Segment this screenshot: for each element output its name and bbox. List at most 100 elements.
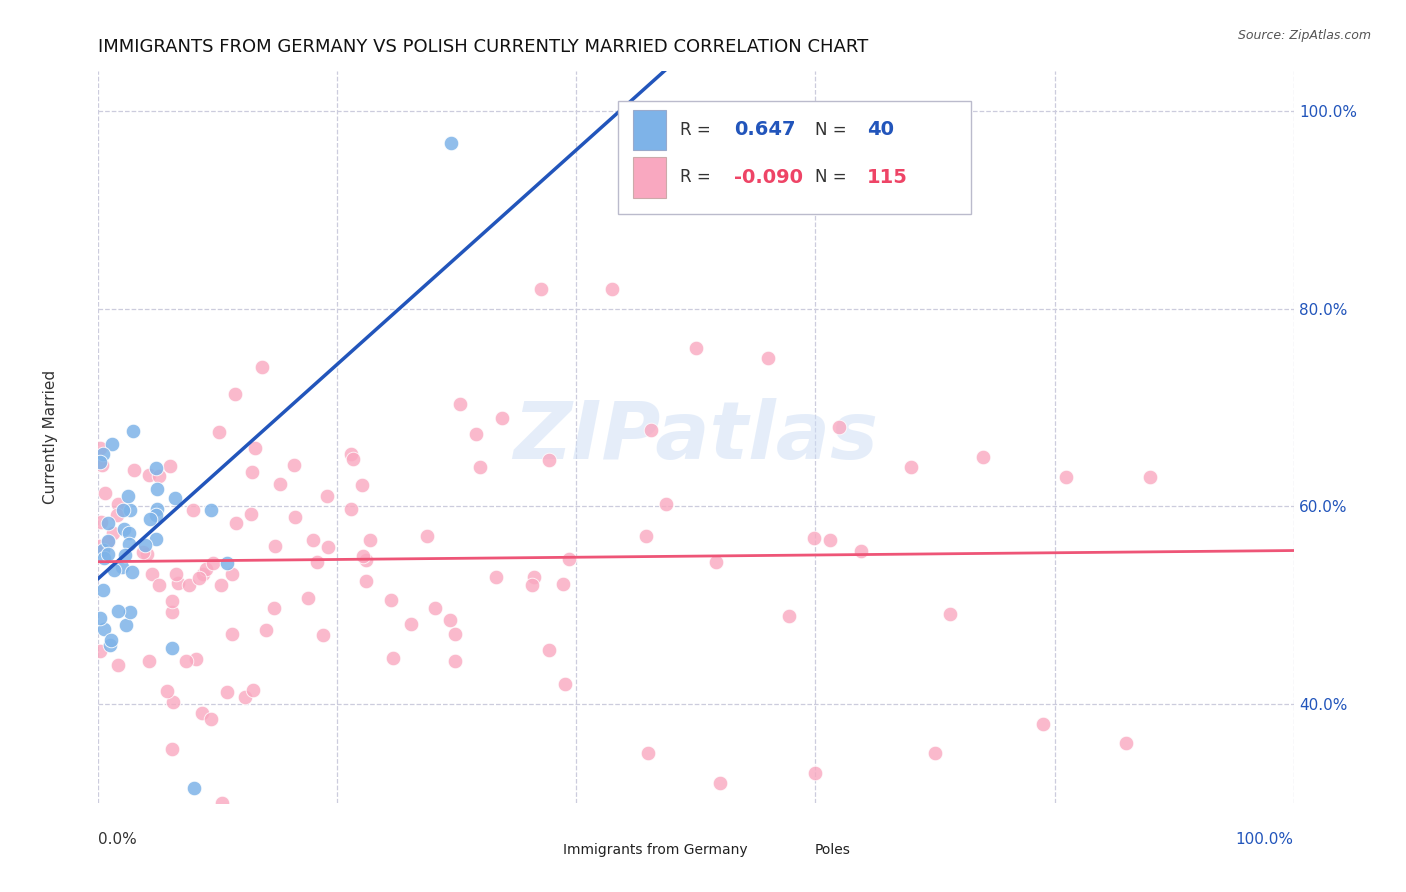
Point bbox=[538, 643, 561, 657]
Point bbox=[305, 555, 328, 569]
Point bbox=[91, 447, 114, 461]
Point bbox=[520, 578, 543, 592]
Point bbox=[114, 548, 136, 562]
Point bbox=[91, 543, 114, 558]
Point bbox=[89, 539, 111, 553]
Point bbox=[283, 458, 305, 472]
Point bbox=[245, 441, 267, 455]
Point bbox=[89, 441, 111, 455]
Point bbox=[93, 622, 115, 636]
Point bbox=[449, 397, 471, 411]
Text: R =: R = bbox=[681, 121, 717, 139]
Text: 40: 40 bbox=[868, 120, 894, 139]
Point bbox=[250, 360, 273, 375]
Point bbox=[136, 547, 159, 561]
Point bbox=[183, 780, 205, 795]
Point bbox=[118, 525, 141, 540]
Point bbox=[89, 644, 111, 658]
Point bbox=[439, 613, 461, 627]
Point bbox=[939, 607, 962, 622]
FancyBboxPatch shape bbox=[773, 839, 800, 862]
Point bbox=[145, 508, 167, 522]
Point bbox=[380, 593, 402, 607]
Point bbox=[97, 534, 120, 549]
Point bbox=[132, 545, 155, 559]
Point bbox=[167, 575, 190, 590]
Point bbox=[202, 556, 225, 570]
Point bbox=[269, 477, 291, 491]
Point bbox=[242, 683, 264, 698]
Text: IMMIGRANTS FROM GERMANY VS POLISH CURRENTLY MARRIED CORRELATION CHART: IMMIGRANTS FROM GERMANY VS POLISH CURREN… bbox=[98, 38, 869, 56]
Point bbox=[200, 503, 222, 517]
Point bbox=[756, 351, 779, 365]
Point bbox=[297, 591, 319, 605]
Point bbox=[163, 491, 186, 506]
Point bbox=[485, 570, 508, 584]
Point bbox=[121, 424, 143, 438]
Point bbox=[342, 451, 364, 466]
Text: 100.0%: 100.0% bbox=[1236, 832, 1294, 847]
Point bbox=[224, 387, 246, 401]
Point bbox=[240, 465, 263, 479]
Point bbox=[634, 529, 657, 543]
Point bbox=[818, 533, 841, 548]
Point bbox=[709, 776, 731, 790]
Point bbox=[225, 516, 247, 531]
Point bbox=[115, 617, 138, 632]
Point bbox=[530, 282, 553, 296]
Point bbox=[416, 529, 439, 543]
Point bbox=[803, 531, 825, 545]
Point bbox=[105, 508, 128, 522]
Point bbox=[972, 450, 994, 464]
Point bbox=[184, 651, 207, 665]
Point bbox=[354, 574, 377, 588]
Point bbox=[89, 610, 111, 624]
Point bbox=[1115, 737, 1137, 751]
Point bbox=[602, 282, 624, 296]
Point bbox=[254, 623, 277, 637]
Point bbox=[316, 540, 339, 554]
Text: 0.0%: 0.0% bbox=[98, 832, 138, 847]
Point bbox=[284, 509, 307, 524]
Point bbox=[91, 583, 114, 598]
Point bbox=[359, 533, 381, 547]
Point bbox=[103, 525, 125, 540]
Text: Currently Married: Currently Married bbox=[44, 370, 58, 504]
Point bbox=[491, 411, 513, 425]
Point bbox=[191, 566, 214, 581]
Point bbox=[924, 747, 946, 761]
FancyBboxPatch shape bbox=[633, 157, 666, 197]
Point bbox=[425, 601, 447, 615]
Point bbox=[145, 532, 167, 546]
Point bbox=[900, 459, 922, 474]
Point bbox=[146, 501, 169, 516]
Point bbox=[111, 560, 134, 574]
Point bbox=[804, 766, 827, 780]
Text: 0.647: 0.647 bbox=[734, 120, 796, 139]
Point bbox=[134, 538, 156, 552]
Point bbox=[316, 489, 339, 503]
Point bbox=[160, 741, 183, 756]
Point bbox=[354, 553, 377, 567]
Point bbox=[444, 654, 467, 668]
Point bbox=[162, 695, 184, 709]
Text: 115: 115 bbox=[868, 168, 908, 187]
Point bbox=[440, 136, 463, 150]
Point bbox=[90, 516, 112, 530]
Point bbox=[221, 627, 243, 641]
Text: Poles: Poles bbox=[814, 843, 851, 857]
FancyBboxPatch shape bbox=[619, 101, 972, 214]
Point bbox=[523, 570, 546, 584]
Point bbox=[263, 600, 285, 615]
Point bbox=[139, 512, 162, 526]
Point bbox=[166, 566, 188, 581]
Point bbox=[637, 747, 659, 761]
Point bbox=[145, 460, 167, 475]
Point bbox=[120, 605, 142, 619]
Text: N =: N = bbox=[815, 121, 852, 139]
Point bbox=[138, 654, 160, 668]
Point bbox=[195, 562, 218, 576]
Text: -0.090: -0.090 bbox=[734, 168, 803, 187]
Point bbox=[138, 468, 160, 483]
Point bbox=[685, 341, 707, 355]
